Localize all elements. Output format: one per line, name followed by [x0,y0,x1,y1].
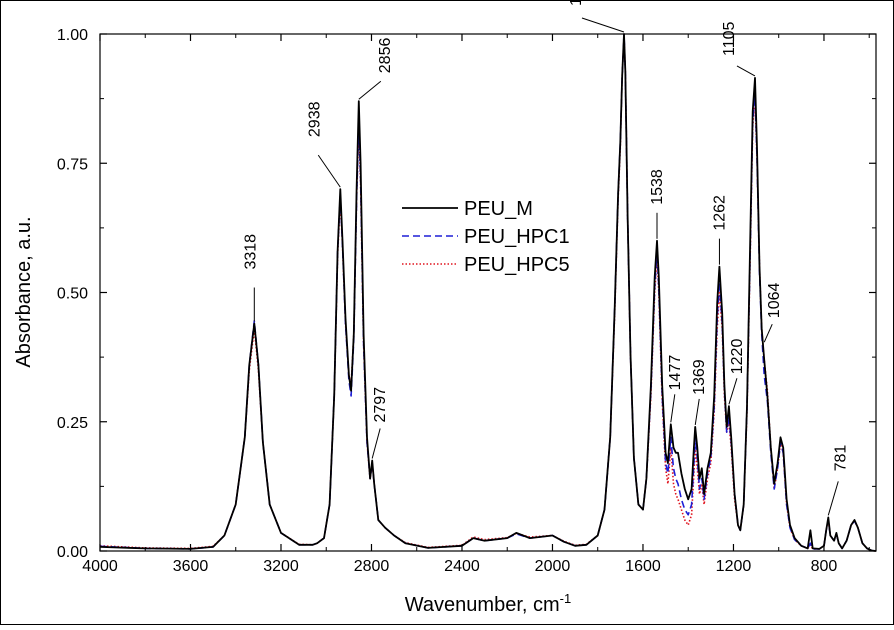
legend-label-peu-hpc1: PEU_HPC1 [464,226,570,248]
legend: PEU_M PEU_HPC1 PEU_HPC5 [402,198,570,276]
series-line-peu-m [99,33,877,552]
peak-label-1684: 1684 [568,0,585,6]
x-tick-label: 1600 [625,558,661,575]
x-tick-label: 800 [811,558,838,575]
y-tick-label: 0.25 [57,415,88,432]
peak-leader-line [670,394,676,423]
peak-leader-line [581,17,625,33]
peak-label-1220: 1220 [729,339,746,375]
x-tick-label: 2800 [354,558,390,575]
peak-label-1105: 1105 [721,21,738,56]
peak-label-1369: 1369 [691,359,708,395]
x-tick-label: 3600 [173,558,209,575]
x-tick-label: 3200 [263,558,299,575]
x-tick-label: 4000 [82,558,118,575]
y-tick-label: 1.00 [57,27,88,44]
peak-leader-line [317,154,341,188]
peak-leader-line [371,428,381,459]
peak-label-2797: 2797 [372,387,389,423]
annotation-layer: 3318 2938 2856 2797 1684 1538 1477 1369 1262 1220… [242,0,849,516]
peak-label-1538: 1538 [649,169,666,205]
x-tick-label: 1200 [716,558,752,575]
y-axis-title: Absorbance, a.u. [13,216,35,367]
peak-leader-line [827,481,839,516]
x-axis-title: Wavenumber, cm-1 [405,591,571,616]
y-tick-label: 0.75 [57,156,88,173]
peak-leader-line [358,80,382,100]
peak-label-2938: 2938 [306,101,323,137]
peak-label-781: 781 [832,445,849,472]
x-tick-label: 2000 [535,558,571,575]
legend-label-peu-hpc5: PEU_HPC5 [464,254,570,276]
legend-label-peu-m: PEU_M [464,198,533,220]
peak-label-1477: 1477 [667,355,684,391]
peak-leader-line [694,398,700,425]
peak-label-3318: 3318 [242,234,259,270]
y-tick-label: 0.50 [57,286,88,303]
peak-leader-line [736,65,756,77]
peak-leader-line [763,323,773,343]
x-tick-label: 2400 [444,558,480,575]
peak-label-1064: 1064 [766,283,783,319]
peak-label-1262: 1262 [711,195,728,231]
series-layer [99,33,877,552]
peak-label-2856: 2856 [377,38,394,74]
x-axis-title-main: Wavenumber, cm [405,594,560,616]
x-axis-title-superscript: -1 [560,591,572,606]
axis-layer: 4000 3600 3200 2800 2400 2000 1600 1200 800 0.00 0… [57,27,876,575]
y-tick-label: 0.00 [57,544,88,561]
peak-leader-line [728,378,738,405]
